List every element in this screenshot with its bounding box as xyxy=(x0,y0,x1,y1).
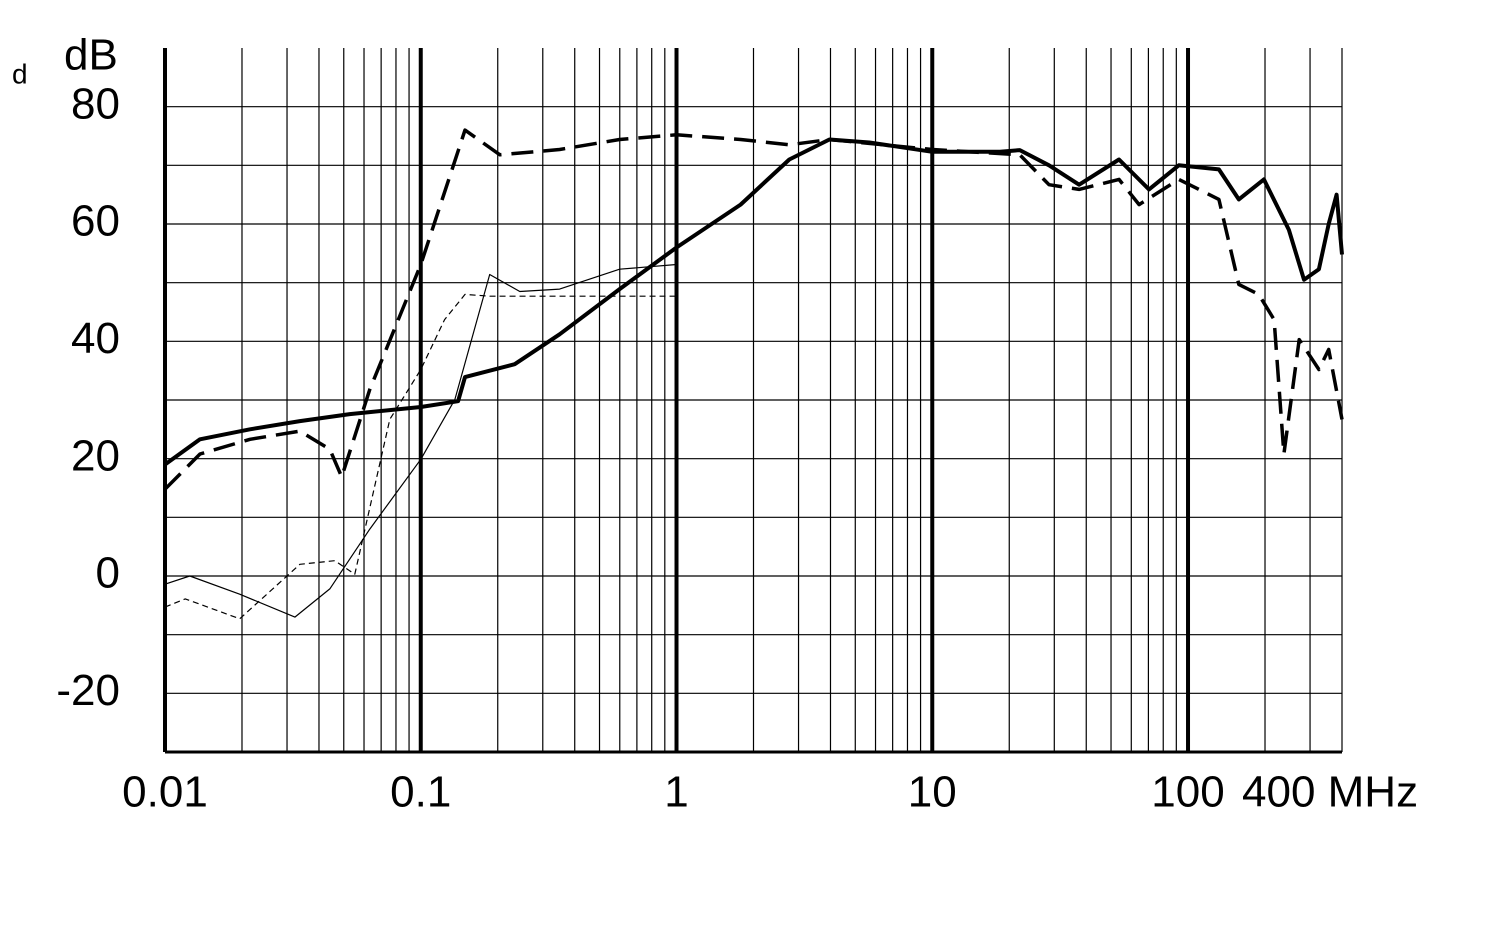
y-axis-label: dB xyxy=(64,31,118,80)
y-tick-label: 40 xyxy=(71,314,120,363)
y-tick-label: 20 xyxy=(71,431,120,480)
y-tick-label: 0 xyxy=(96,549,120,598)
x-tick-label: 10 xyxy=(908,768,957,817)
annotation: d xyxy=(12,58,28,89)
y-tick-label: 80 xyxy=(71,79,120,128)
x-tick-label: 400 MHz xyxy=(1242,768,1418,817)
x-tick-label: 0.01 xyxy=(122,768,208,817)
line-series xyxy=(164,293,677,620)
x-tick-label: 100 xyxy=(1151,768,1224,817)
line-series xyxy=(164,263,677,618)
y-tick-label: -20 xyxy=(56,666,120,715)
y-tick-label: 60 xyxy=(71,197,120,246)
x-tick-label: 0.1 xyxy=(390,768,451,817)
x-tick-label: 1 xyxy=(664,768,688,817)
line-series xyxy=(163,128,1344,491)
line-series xyxy=(163,137,1344,467)
